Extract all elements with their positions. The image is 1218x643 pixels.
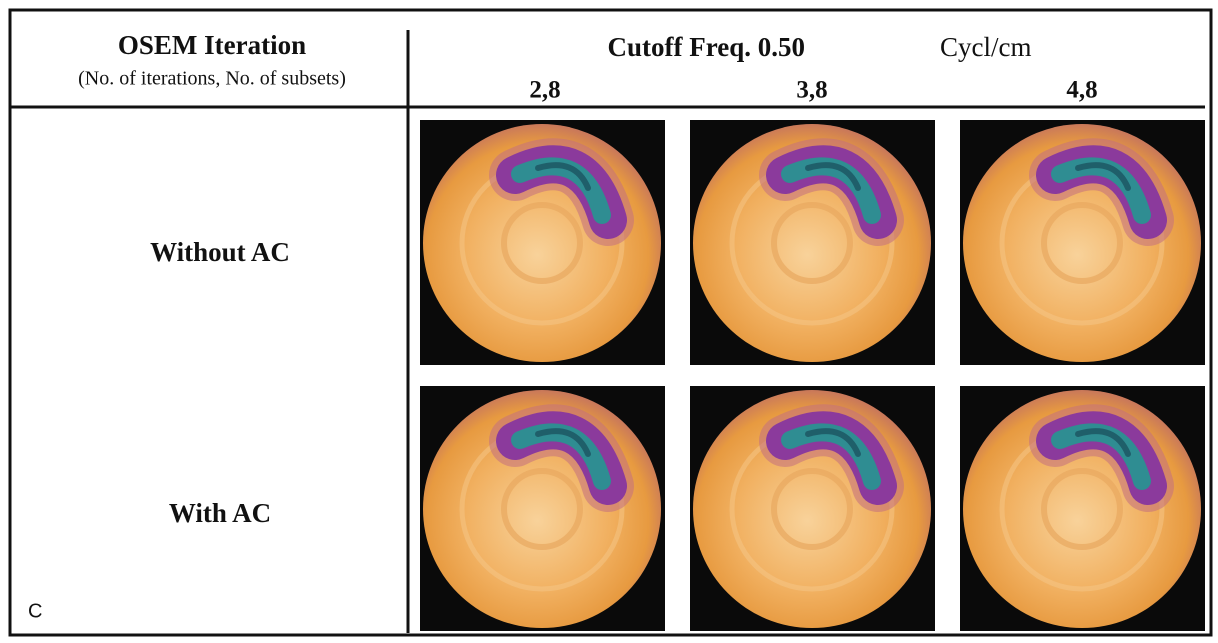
page: {"header": {"title": "OSEM Iteration", "… xyxy=(0,0,1218,643)
polar-map xyxy=(690,120,935,365)
header-subtitle: (No. of iterations, No. of subsets) xyxy=(78,68,346,90)
row-label: With AC xyxy=(169,498,271,528)
polar-map xyxy=(960,386,1205,631)
polar-map xyxy=(420,120,665,365)
column-label: 3,8 xyxy=(796,77,827,104)
row-label: Without AC xyxy=(150,237,290,267)
figure: OSEM Iteration (No. of iterations, No. o… xyxy=(0,0,1218,643)
polar-map xyxy=(960,120,1205,365)
cutoff-unit: Cycl/cm xyxy=(940,32,1031,62)
polar-map xyxy=(420,386,665,631)
column-label: 2,8 xyxy=(529,77,560,104)
column-label: 4,8 xyxy=(1066,77,1097,104)
panel-label: C xyxy=(28,600,42,622)
cutoff-label: Cutoff Freq. 0.50 xyxy=(608,32,805,62)
polar-map xyxy=(690,386,935,631)
header-title: OSEM Iteration xyxy=(118,30,306,60)
